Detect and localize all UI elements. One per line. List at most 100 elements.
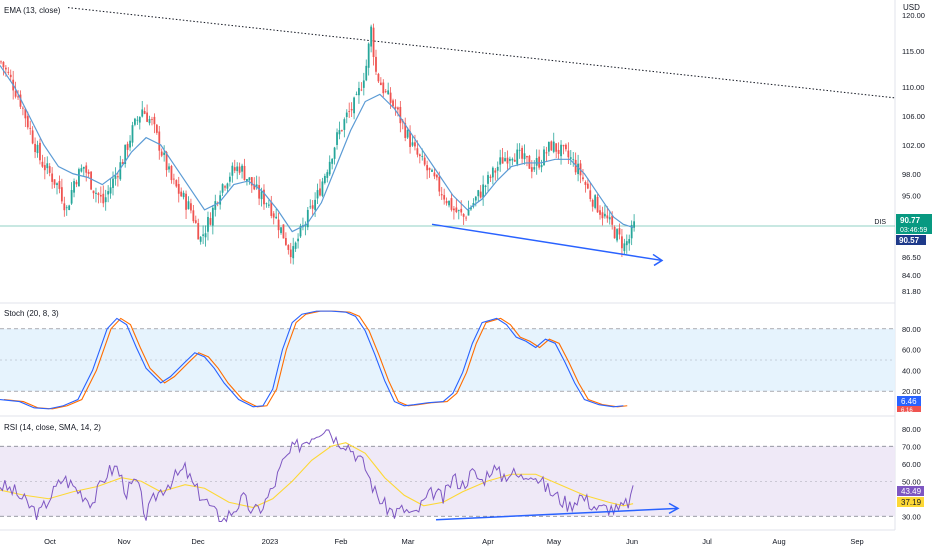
candle-body — [107, 191, 110, 195]
candle-body — [231, 165, 234, 176]
candle-body — [277, 219, 280, 231]
candle-body — [328, 161, 331, 175]
x-axis-label: May — [547, 537, 561, 546]
candle-body — [314, 199, 317, 210]
x-axis-label: Nov — [117, 537, 131, 546]
candle-body — [474, 196, 477, 201]
candle-body — [345, 112, 348, 118]
candle-body — [202, 234, 205, 236]
candle-body — [253, 184, 256, 190]
candle-body — [306, 209, 309, 228]
candle-body — [477, 190, 480, 197]
candle-body — [394, 106, 397, 109]
candle-body — [545, 152, 548, 154]
candle-body — [70, 190, 73, 204]
candle-body — [596, 196, 599, 213]
candle-body — [14, 90, 17, 97]
candle-body — [606, 215, 609, 219]
ema-line — [0, 65, 634, 233]
candle-body — [543, 149, 545, 166]
candle-body — [506, 157, 509, 164]
candle-body — [623, 243, 626, 252]
rsi-sma-value: 37.19 — [901, 498, 922, 507]
candle-body — [523, 153, 526, 160]
candle-body — [621, 236, 623, 249]
candle-body — [34, 143, 36, 153]
stochastic-y-tick: 80.00 — [902, 325, 921, 334]
candle-body — [562, 144, 565, 147]
candle-body — [453, 208, 455, 211]
candle-body — [450, 198, 453, 210]
candle-body — [358, 87, 360, 96]
candle-body — [389, 92, 392, 103]
rsi-trend-arrow[interactable] — [435, 507, 679, 521]
candle-body — [487, 175, 489, 184]
candle-body — [397, 107, 399, 110]
candle-body — [409, 131, 411, 147]
candle-body — [362, 80, 365, 88]
candle-body — [572, 159, 575, 161]
candle-body — [470, 207, 472, 210]
candle-body — [26, 116, 29, 128]
candle-body — [197, 223, 200, 240]
candle-body — [560, 144, 562, 157]
candle-body — [299, 225, 302, 237]
candle-body — [319, 188, 321, 196]
upper-trendline[interactable] — [67, 7, 896, 99]
candle-body — [499, 157, 502, 165]
x-axis-label: Oct — [44, 537, 57, 546]
x-axis-label: Jul — [702, 537, 712, 546]
candle-body — [124, 144, 127, 164]
candle-body — [323, 175, 326, 183]
candle-body — [180, 191, 183, 197]
candle-body — [350, 108, 353, 111]
candle-body — [336, 132, 338, 145]
candle-body — [309, 206, 312, 208]
rsi-y-tick: 50.00 — [902, 477, 921, 486]
candle-body — [136, 119, 139, 121]
price-y-tick: 98.00 — [902, 170, 921, 179]
stochastic-indicator-label[interactable]: Stoch (20, 8, 3) — [4, 309, 59, 318]
candle-body — [168, 166, 170, 170]
support-trend-arrow[interactable] — [431, 223, 663, 262]
candle-body — [375, 56, 377, 72]
candle-body — [443, 195, 446, 200]
x-axis-label: 2023 — [262, 537, 279, 546]
candle-body — [207, 216, 209, 232]
candle-body — [613, 227, 616, 239]
candle-body — [102, 193, 105, 204]
candle-body — [258, 185, 261, 199]
candle-body — [43, 165, 46, 171]
rsi-indicator-label[interactable]: RSI (14, close, SMA, 14, 2) — [4, 423, 101, 432]
candle-body — [63, 203, 66, 211]
candle-body — [360, 89, 363, 91]
candle-body — [550, 141, 553, 151]
candle-body — [175, 180, 178, 187]
price-panel[interactable]: USD 120.00 115.00 110.00 106.00 102.00 98.00 9… — [0, 3, 932, 296]
candle-body — [289, 249, 292, 258]
candle-body — [204, 233, 207, 238]
candle-body — [501, 157, 504, 164]
candle-body — [48, 166, 51, 173]
candle-body — [65, 207, 68, 209]
candle-body — [7, 71, 10, 73]
stochastic-panel[interactable]: 80.00 60.00 40.00 20.00 Stoch (20, 8, 3) 6.… — [0, 309, 921, 414]
candle-body — [287, 245, 290, 250]
candle-body — [104, 197, 107, 203]
candle-body — [494, 170, 497, 173]
candle-body — [479, 191, 482, 198]
candle-body — [518, 149, 521, 151]
candle-body — [275, 216, 278, 219]
ema-indicator-label[interactable]: EMA (13, close) — [4, 6, 61, 15]
x-axis-label: Jun — [626, 537, 638, 546]
stochastic-k-value: 6.46 — [901, 397, 917, 406]
candle-body — [260, 191, 263, 200]
candle-body — [267, 204, 270, 206]
candle-body — [80, 168, 83, 172]
candle-body — [177, 184, 180, 194]
candle-body — [616, 229, 618, 241]
candle-body — [311, 205, 314, 209]
candle-body — [353, 97, 355, 114]
ema-tag: 90.57 — [896, 235, 926, 245]
